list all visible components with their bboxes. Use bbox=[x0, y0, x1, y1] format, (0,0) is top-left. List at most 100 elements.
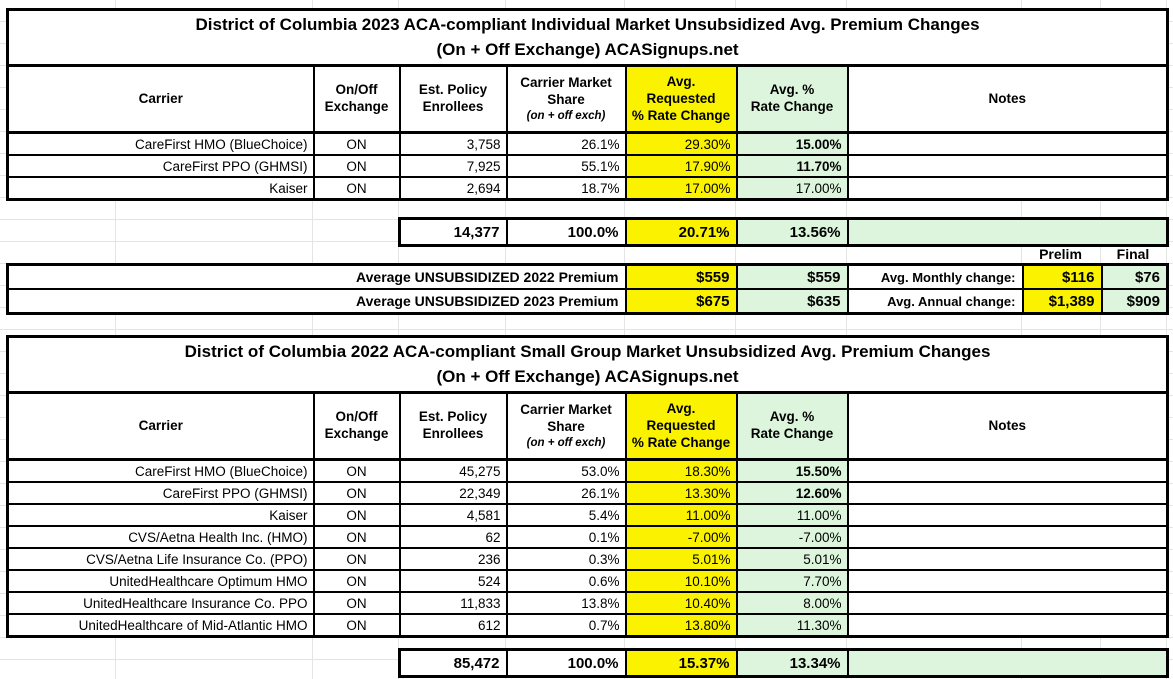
exchange-cell: ON bbox=[312, 176, 401, 201]
enrollees-cell: 3,758 bbox=[398, 131, 508, 157]
notes-cell bbox=[846, 176, 1169, 201]
market-share-label: Carrier Market Share bbox=[520, 402, 612, 435]
col-header-enrollees: Est. Policy Enrollees bbox=[398, 391, 508, 462]
table-title-row: District of Columbia 2023 ACA-compliant … bbox=[7, 9, 1168, 68]
approved-rate-cell: 7.70% bbox=[735, 569, 849, 594]
title-line-1: District of Columbia 2023 ACA-compliant … bbox=[195, 15, 980, 34]
requested-rate-cell: 17.00% bbox=[624, 176, 738, 201]
requested-rate-cell: 13.80% bbox=[624, 613, 738, 638]
total-share: 100.0% bbox=[505, 648, 627, 678]
col-header-carrier: Carrier bbox=[6, 64, 315, 135]
table-row: CVS/Aetna Life Insurance Co. (PPO) ON 23… bbox=[6, 547, 1169, 572]
premium-approved-value: $635 bbox=[735, 288, 849, 315]
share-cell: 26.1% bbox=[505, 481, 627, 506]
exchange-cell: ON bbox=[312, 481, 401, 506]
enrollees-cell: 524 bbox=[398, 569, 508, 594]
col-header-approved-rate: Avg. % Rate Change bbox=[735, 64, 849, 135]
gridline bbox=[0, 329, 1173, 330]
share-cell: 0.7% bbox=[505, 613, 627, 638]
carrier-cell: CareFirst HMO (BlueChoice) bbox=[6, 131, 315, 157]
notes-cell bbox=[846, 503, 1169, 528]
enrollees-cell: 22,349 bbox=[398, 481, 508, 506]
col-header-exchange: On/Off Exchange bbox=[312, 391, 401, 462]
col-header-notes: Notes bbox=[846, 64, 1169, 135]
carrier-cell: CVS/Aetna Health Inc. (HMO) bbox=[6, 525, 315, 550]
carrier-cell: Kaiser bbox=[6, 503, 315, 528]
notes-cell bbox=[846, 591, 1169, 616]
exchange-cell: ON bbox=[312, 547, 401, 572]
exchange-cell: ON bbox=[312, 131, 401, 157]
premium-requested-value: $675 bbox=[624, 288, 738, 315]
share-cell: 5.4% bbox=[505, 503, 627, 528]
approved-rate-cell: 12.60% bbox=[735, 481, 849, 506]
requested-rate-cell: 29.30% bbox=[624, 131, 738, 157]
carrier-cell: UnitedHealthcare Optimum HMO bbox=[6, 569, 315, 594]
individual-market-totals-row: 14,377 100.0% 20.71% 13.56% bbox=[398, 217, 1169, 247]
approved-rate-cell: 17.00% bbox=[735, 176, 849, 201]
title-line-2: (On + Off Exchange) ACASignups.net bbox=[436, 39, 739, 59]
premium-row-label: Average UNSUBSIDIZED 2022 Premium bbox=[6, 263, 627, 290]
exchange-cell: ON bbox=[312, 458, 401, 484]
carrier-cell: CareFirst PPO (GHMSI) bbox=[6, 481, 315, 506]
share-cell: 13.8% bbox=[505, 591, 627, 616]
exchange-cell: ON bbox=[312, 569, 401, 594]
title-line-2: (On + Off Exchange) ACASignups.net bbox=[436, 366, 739, 386]
carrier-cell: CareFirst PPO (GHMSI) bbox=[6, 154, 315, 179]
col-header-market-share: Carrier Market Share (on + off exch) bbox=[505, 64, 627, 135]
col-header-enrollees: Est. Policy Enrollees bbox=[398, 64, 508, 135]
carrier-cell: UnitedHealthcare Insurance Co. PPO bbox=[6, 591, 315, 616]
exchange-cell: ON bbox=[312, 525, 401, 550]
table-title: District of Columbia 2022 ACA-compliant … bbox=[7, 336, 1168, 395]
total-enrollees: 14,377 bbox=[398, 217, 508, 247]
approved-rate-cell: 11.00% bbox=[735, 503, 849, 528]
table-row: Kaiser ON 4,581 5.4% 11.00% 11.00% bbox=[6, 503, 1169, 528]
exchange-cell: ON bbox=[312, 503, 401, 528]
requested-rate-cell: 11.00% bbox=[624, 503, 738, 528]
total-enrollees: 85,472 bbox=[398, 648, 508, 678]
table-row: Kaiser ON 2,694 18.7% 17.00% 17.00% bbox=[6, 176, 1169, 201]
notes-cell bbox=[846, 525, 1169, 550]
enrollees-cell: 11,833 bbox=[398, 591, 508, 616]
col-header-requested-rate: Avg. Requested % Rate Change bbox=[624, 391, 738, 462]
title-line-1: District of Columbia 2022 ACA-compliant … bbox=[184, 342, 991, 361]
premium-row-label: Average UNSUBSIDIZED 2023 Premium bbox=[6, 288, 627, 315]
share-cell: 0.1% bbox=[505, 525, 627, 550]
approved-rate-cell: 15.50% bbox=[735, 458, 849, 484]
table-row: UnitedHealthcare Optimum HMO ON 524 0.6%… bbox=[6, 569, 1169, 594]
approved-rate-cell: -7.00% bbox=[735, 525, 849, 550]
change-prelim-value: $116 bbox=[1021, 263, 1103, 290]
requested-rate-cell: 5.01% bbox=[624, 547, 738, 572]
approved-rate-cell: 11.70% bbox=[735, 154, 849, 179]
average-premium-summary: Average UNSUBSIDIZED 2022 Premium $559 $… bbox=[6, 263, 1169, 315]
totals-notes-cell bbox=[846, 217, 1169, 247]
enrollees-cell: 62 bbox=[398, 525, 508, 550]
individual-market-table: District of Columbia 2023 ACA-compliant … bbox=[6, 8, 1170, 202]
notes-cell bbox=[846, 458, 1169, 484]
change-final-value: $76 bbox=[1100, 263, 1169, 290]
enrollees-cell: 2,694 bbox=[398, 176, 508, 201]
notes-cell bbox=[846, 547, 1169, 572]
market-share-subnote: (on + off exch) bbox=[526, 109, 606, 122]
carrier-cell: CareFirst HMO (BlueChoice) bbox=[6, 458, 315, 484]
approved-rate-cell: 15.00% bbox=[735, 131, 849, 157]
table-title-row: District of Columbia 2022 ACA-compliant … bbox=[7, 336, 1168, 395]
total-requested-rate: 20.71% bbox=[624, 217, 738, 247]
table-row: CareFirst HMO (BlueChoice) ON 3,758 26.1… bbox=[6, 131, 1169, 157]
enrollees-cell: 7,925 bbox=[398, 154, 508, 179]
approved-rate-cell: 11.30% bbox=[735, 613, 849, 638]
prelim-column-label: Prelim bbox=[1039, 246, 1082, 262]
table-row: UnitedHealthcare of Mid-Atlantic HMO ON … bbox=[6, 613, 1169, 638]
premium-approved-value: $559 bbox=[735, 263, 849, 290]
change-label: Avg. Monthly change: bbox=[846, 263, 1024, 290]
market-share-subnote: (on + off exch) bbox=[526, 436, 606, 449]
requested-rate-cell: 10.10% bbox=[624, 569, 738, 594]
carrier-cell: Kaiser bbox=[6, 176, 315, 201]
notes-cell bbox=[846, 131, 1169, 157]
notes-cell bbox=[846, 154, 1169, 179]
premium-row-2023: Average UNSUBSIDIZED 2023 Premium $675 $… bbox=[6, 288, 1169, 315]
requested-rate-cell: 17.90% bbox=[624, 154, 738, 179]
requested-rate-cell: 18.30% bbox=[624, 458, 738, 484]
col-header-notes: Notes bbox=[846, 391, 1169, 462]
approved-rate-cell: 8.00% bbox=[735, 591, 849, 616]
